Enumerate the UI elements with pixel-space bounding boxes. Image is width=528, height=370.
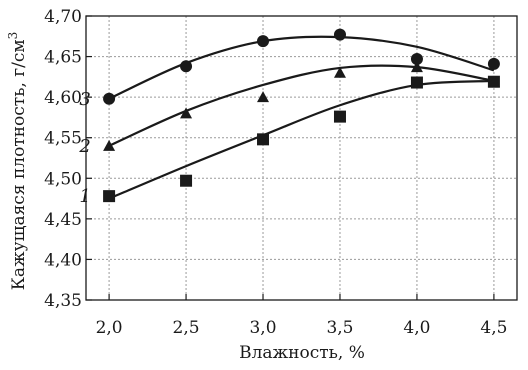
axes: 4,35 4,40 4,45 4,50 4,55 4,60 4,65 4,70 2,0 2,5 3,…: [44, 7, 518, 338]
series-2-point-3: [333, 66, 346, 78]
series-2-curve: [108, 64, 495, 147]
y-tick-label-7: 4,70: [44, 7, 82, 27]
y-tick-label-2: 4,45: [44, 210, 82, 230]
labels: 1 2 3: [78, 89, 90, 207]
series-3-point-5: [487, 57, 500, 70]
y-tick-label-0: 4,35: [44, 291, 82, 311]
y-tick-label-6: 4,65: [44, 48, 82, 68]
series-1-point-2: [257, 133, 270, 146]
series-1-label: 1: [79, 186, 90, 207]
series-3-point-0: [103, 92, 116, 105]
y-tick-label-5: 4,60: [44, 88, 82, 108]
series-1-curve: [108, 79, 494, 200]
series-1-point-0: [103, 190, 116, 203]
y-tick-label-1: 4,40: [44, 250, 82, 270]
series-2-point-5: [487, 75, 500, 87]
y-tick-label-3: 4,50: [44, 169, 82, 189]
x-tick-label-0: 2,0: [96, 318, 123, 338]
y-axis-title-text: Кажущаяся плотность, г/см: [9, 39, 29, 290]
series-3-point-4: [410, 53, 423, 66]
y-axis-title-superscript: 3: [6, 32, 20, 40]
series-1-point-3: [333, 110, 346, 123]
y-axis-title: Кажущаяся плотность, г/см3: [6, 32, 29, 291]
series-2-point-2: [257, 91, 270, 103]
y-tick-label-4: 4,55: [44, 129, 82, 149]
series-3-curve: [108, 35, 495, 100]
series-3-point-1: [180, 60, 193, 73]
grid: [86, 16, 517, 300]
series-2-label: 2: [78, 136, 90, 157]
series-2-point-1: [180, 107, 193, 119]
plot-frame: [85, 15, 518, 301]
series-1-point-1: [180, 174, 193, 187]
x-tick-label-4: 4,0: [403, 318, 430, 338]
curves: [108, 35, 495, 200]
markers: [103, 28, 500, 203]
x-axis-title: Влажность, %: [239, 343, 365, 363]
x-tick-label-1: 2,5: [173, 318, 200, 338]
series-3-label: 3: [79, 89, 90, 110]
series-2-point-4: [410, 61, 423, 73]
series-3-point-2: [257, 35, 270, 48]
x-tick-label-2: 3,0: [249, 318, 276, 338]
series-3-point-3: [333, 28, 346, 41]
series-1-point-4: [410, 76, 423, 89]
x-tick-label-3: 3,5: [326, 318, 353, 338]
x-tick-label-5: 4,5: [480, 318, 507, 338]
series-2-point-0: [103, 139, 116, 151]
